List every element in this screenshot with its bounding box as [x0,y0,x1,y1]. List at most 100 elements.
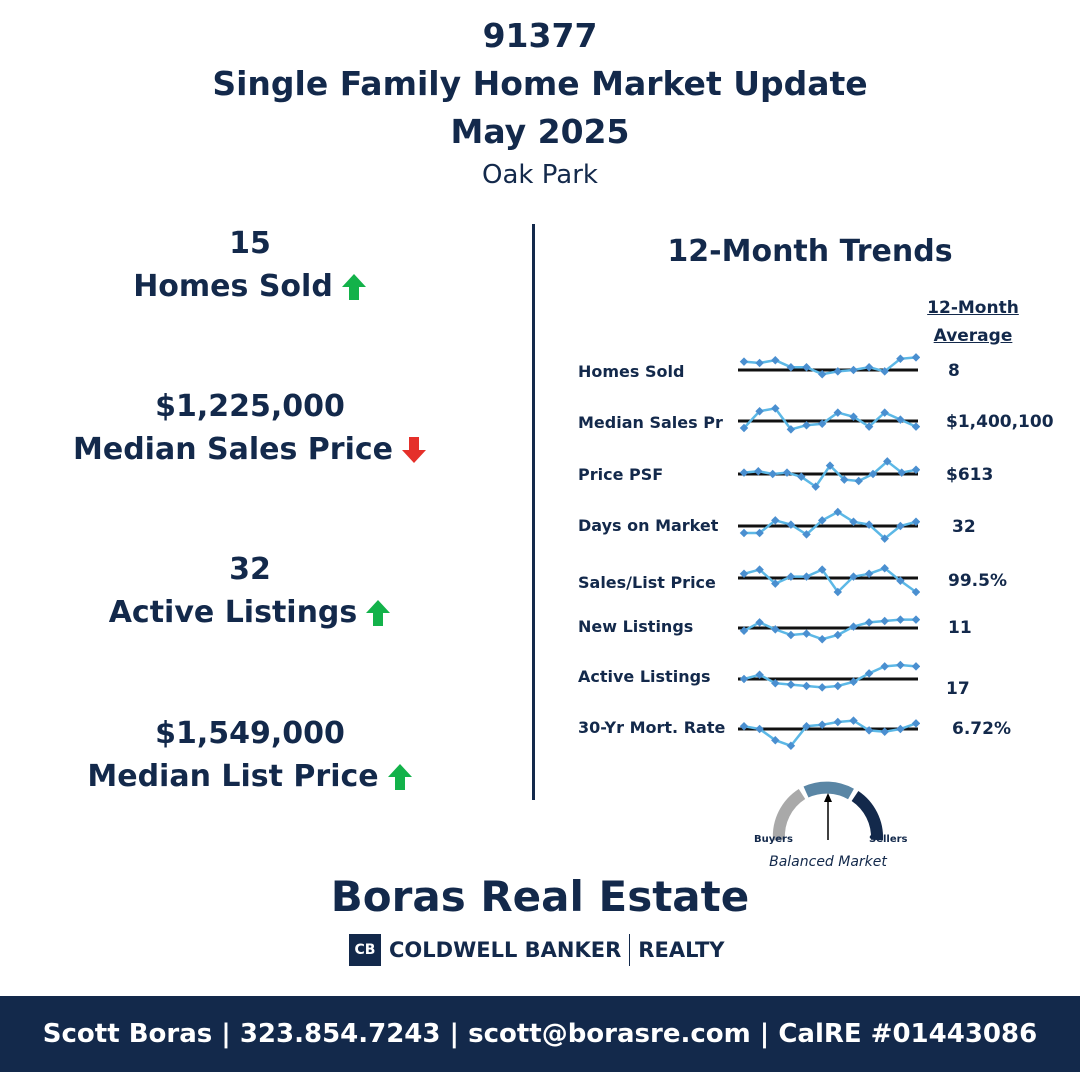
sparkline-point [802,572,811,581]
sparkline-point [771,625,780,634]
sparkline-point [864,669,874,678]
stat-value: 32 [229,552,271,587]
sparkline-point [739,468,749,477]
sparkline-point [817,683,827,692]
sparkline-point [771,355,780,365]
trends-title: 12-Month Trends [667,234,953,269]
sparkline-point [786,520,796,529]
vertical-divider [532,224,535,800]
sparkline-point [911,422,920,431]
sparkline-point [849,572,858,581]
trend-average: 6.72% [952,719,1011,739]
sparkline-point [817,565,827,574]
sparkline-point [896,415,905,424]
sparkline-point [864,520,874,529]
sparkline-point [896,615,905,624]
sparkline-days-on-market [744,510,917,541]
sparkline-median-sales-pr [743,407,917,431]
gauge-balanced-segment [803,781,854,800]
gauge-sellers-label: Sellers [869,834,908,845]
stat-label: Active Listings [108,595,358,630]
arrow-up-icon [341,273,366,300]
coldwell-banker-logo: CB COLDWELL BANKER REALTY [349,934,725,966]
sparkline-point [911,615,920,624]
sparkline-sales-list-price [743,566,917,594]
sparkline-point [786,572,796,581]
trend-label: Price PSF [578,465,664,484]
stat-median-sales-price: $1,225,000 Median Sales Price [0,389,500,467]
stat-label: Median List Price [87,759,379,794]
sparkline-point [911,353,920,362]
sparkline-point [896,576,905,586]
sparkline-homes-sold [743,356,917,376]
gauge-buyers-label: Buyers [754,834,793,845]
company-name: COLDWELL BANKER [389,938,622,962]
trend-average: 17 [946,679,970,699]
sparkline-point [755,618,764,627]
gauge-sellers-segment [851,791,884,841]
trend-label: Median Sales Pr [578,413,723,432]
sparkline-point [864,569,874,579]
stat-active-listings: 32 Active Listings [0,552,500,630]
logo-separator [629,934,631,966]
sparkline-point [864,726,874,735]
arrow-up-icon [387,763,412,790]
sparkline-point [833,367,843,376]
sparkline-active-listings [743,663,917,689]
stat-label: Median Sales Price [73,432,393,467]
sparkline-point [811,482,820,491]
gauge-buyers-segment [772,788,806,841]
stat-homes-sold: 15 Homes Sold [0,226,500,304]
sparkline-point [755,565,764,574]
sparkline-point [864,422,874,431]
arrow-up-icon [366,599,391,626]
sparkline-point [739,674,749,684]
sparkline-point [849,365,858,375]
trend-average: 8 [948,361,960,381]
sparkline-point [896,660,905,670]
sparkline-point [786,630,796,640]
trend-average: 99.5% [948,571,1007,591]
sparkline-point [880,662,889,671]
sparkline-point [911,719,920,728]
area-name: Oak Park [482,160,598,190]
sparkline-point [755,358,764,368]
contact-text: Scott Boras | 323.854.7243 | scott@boras… [42,1019,1038,1049]
market-gauge [772,781,884,841]
sparkline-point [896,724,905,734]
sparkline-point [739,357,749,366]
trend-label: 30-Yr Mort. Rate [578,718,726,737]
sparkline-point [817,419,827,429]
sparkline-chart [738,353,920,751]
sparkline-point [868,469,878,479]
sparkline-point [786,425,796,434]
trend-average: 11 [948,618,972,638]
report-title: Single Family Home Market Update [212,64,868,103]
trend-label: Days on Market [578,516,719,535]
company-suffix: REALTY [638,938,725,962]
sparkline-point [911,662,920,671]
sparkline-point [864,362,874,372]
trend-label: New Listings [578,617,694,636]
average-header-line1: 12-Month [927,298,1019,318]
sparkline-point [880,616,889,626]
stat-value: $1,225,000 [155,389,345,424]
sparkline-point [880,563,889,573]
stat-value: 15 [229,226,271,261]
average-header-line2: Average [933,326,1013,346]
sparkline-point [817,634,827,644]
trend-label: Homes Sold [578,362,685,381]
sparkline-point [782,468,792,477]
trend-average: $613 [946,465,994,485]
report-month: May 2025 [450,112,630,151]
trend-label: Active Listings [578,667,711,686]
sparkline-point [833,681,843,691]
gauge-needle-tip [824,793,832,802]
sparkline-point [880,534,889,543]
sparkline-point [854,476,863,486]
sparkline-point [849,622,858,631]
sparkline-point [802,681,811,691]
sparkline-point [802,629,811,638]
stat-median-list-price: $1,549,000 Median List Price [0,716,500,794]
sparkline-point [786,680,796,689]
